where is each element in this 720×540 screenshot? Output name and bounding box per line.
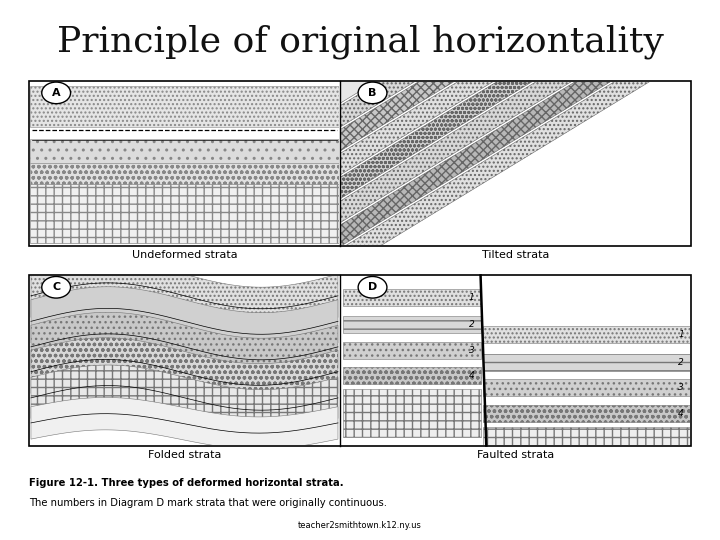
Polygon shape bbox=[340, 0, 691, 127]
Polygon shape bbox=[340, 0, 691, 151]
Bar bbox=[30, 184, 338, 243]
Polygon shape bbox=[340, 0, 691, 56]
Bar bbox=[341, 82, 690, 245]
Text: Undeformed strata: Undeformed strata bbox=[132, 250, 238, 260]
Text: The numbers in Diagram D mark strata that were originally continuous.: The numbers in Diagram D mark strata tha… bbox=[29, 498, 387, 509]
Text: teacher2smithtown.k12.ny.us: teacher2smithtown.k12.ny.us bbox=[298, 521, 422, 530]
Text: 2: 2 bbox=[678, 357, 684, 367]
Bar bbox=[483, 379, 690, 396]
Text: 4: 4 bbox=[469, 372, 474, 380]
Bar bbox=[343, 389, 480, 437]
Text: Figure 12-1. Three types of deformed horizontal strata.: Figure 12-1. Three types of deformed hor… bbox=[29, 478, 347, 488]
Polygon shape bbox=[31, 397, 338, 449]
Bar bbox=[30, 82, 339, 245]
Text: 2: 2 bbox=[469, 320, 474, 329]
Bar bbox=[30, 276, 339, 445]
Text: C: C bbox=[52, 282, 60, 292]
Polygon shape bbox=[340, 0, 691, 79]
Bar bbox=[341, 276, 690, 445]
Polygon shape bbox=[340, 0, 691, 103]
Text: A: A bbox=[52, 88, 60, 98]
Polygon shape bbox=[340, 0, 691, 175]
Bar bbox=[343, 316, 480, 333]
Polygon shape bbox=[31, 338, 338, 407]
Bar bbox=[483, 354, 690, 370]
Text: Tilted strata: Tilted strata bbox=[482, 250, 549, 260]
Text: Folded strata: Folded strata bbox=[148, 450, 221, 460]
Bar bbox=[483, 326, 690, 343]
Bar bbox=[29, 81, 691, 246]
Bar bbox=[483, 404, 690, 422]
Bar bbox=[30, 276, 339, 445]
Polygon shape bbox=[340, 11, 691, 247]
Text: Faulted strata: Faulted strata bbox=[477, 450, 554, 460]
Bar bbox=[483, 427, 690, 475]
Text: 1: 1 bbox=[678, 330, 684, 340]
Bar bbox=[343, 367, 480, 384]
Circle shape bbox=[42, 82, 71, 104]
Circle shape bbox=[42, 276, 71, 298]
Text: B: B bbox=[369, 88, 377, 98]
Text: 1: 1 bbox=[469, 293, 474, 302]
Text: D: D bbox=[368, 282, 377, 292]
Circle shape bbox=[358, 276, 387, 298]
Bar bbox=[341, 82, 690, 245]
Circle shape bbox=[358, 82, 387, 104]
Text: Principle of original horizontality: Principle of original horizontality bbox=[57, 24, 663, 59]
Text: 4: 4 bbox=[678, 409, 684, 417]
Polygon shape bbox=[31, 312, 338, 381]
Bar bbox=[343, 342, 480, 359]
Polygon shape bbox=[340, 0, 691, 199]
Bar bbox=[341, 276, 690, 445]
Bar bbox=[29, 275, 691, 445]
Polygon shape bbox=[31, 365, 338, 431]
Polygon shape bbox=[340, 35, 691, 271]
Text: 3: 3 bbox=[469, 346, 474, 355]
Polygon shape bbox=[31, 287, 338, 356]
Bar bbox=[30, 139, 338, 163]
Polygon shape bbox=[31, 261, 338, 330]
Bar bbox=[30, 86, 338, 127]
Polygon shape bbox=[340, 0, 691, 222]
Bar bbox=[343, 289, 480, 306]
Bar bbox=[30, 163, 338, 186]
Text: 3: 3 bbox=[678, 383, 684, 392]
